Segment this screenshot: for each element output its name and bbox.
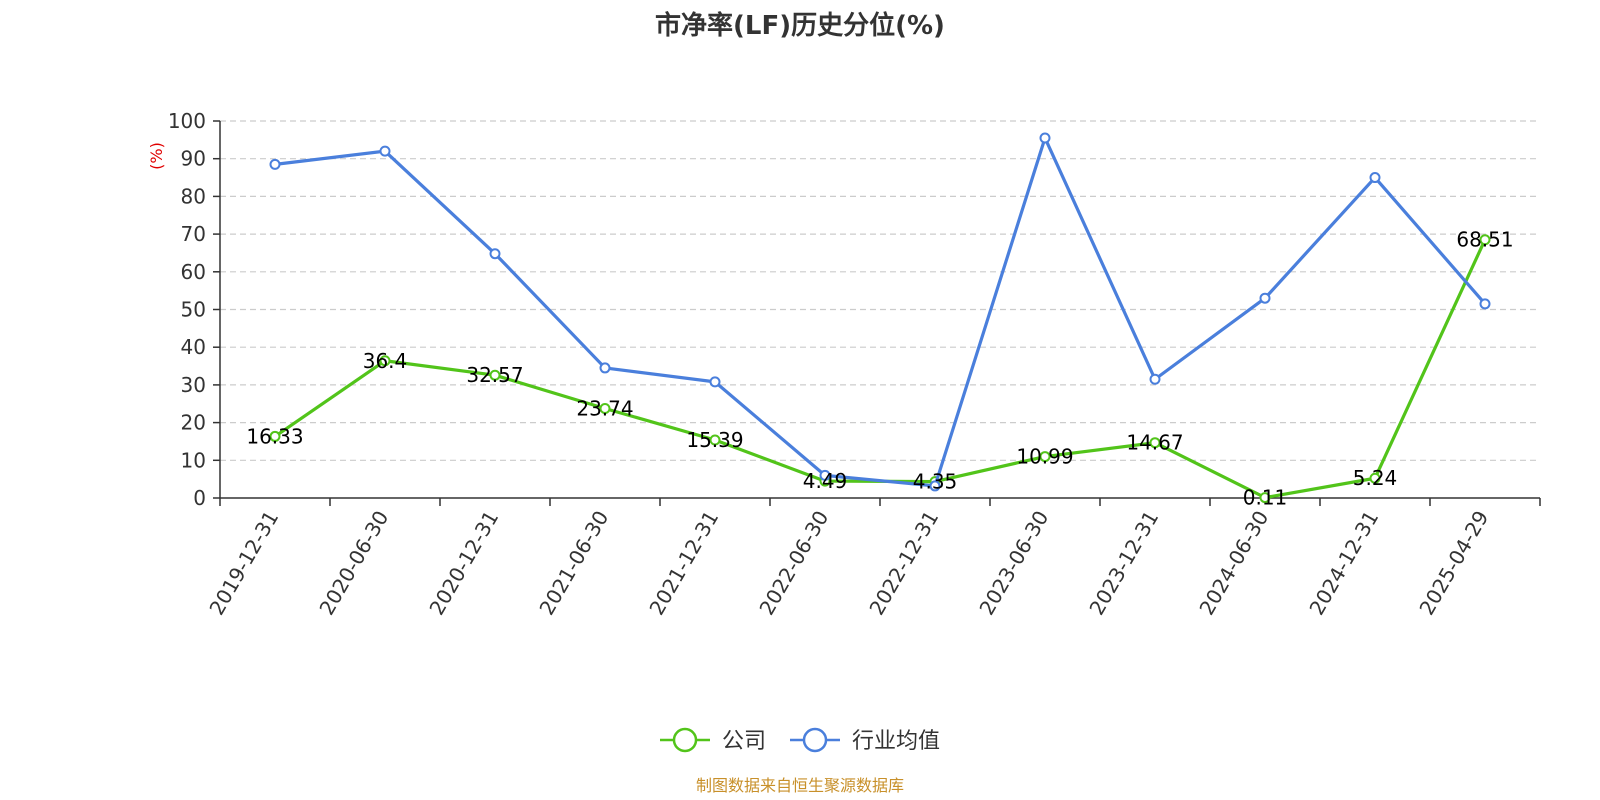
data-point <box>709 376 721 388</box>
x-tick-label: 2020-06-30 <box>314 507 393 620</box>
y-tick-label: 50 <box>181 298 206 322</box>
data-label: 15.39 <box>686 428 743 452</box>
data-label: 4.35 <box>913 470 958 494</box>
y-tick-label: 20 <box>181 411 206 435</box>
data-point <box>1259 492 1271 504</box>
data-label: 23.74 <box>576 397 633 421</box>
data-point <box>269 158 281 170</box>
data-label: 14.67 <box>1126 431 1183 455</box>
x-tick-label: 2024-12-31 <box>1304 507 1383 620</box>
legend-item-label: 行业均值 <box>852 729 940 754</box>
y-axis-ticks: 0 10 20 30 40 50 60 70 80 90 100 <box>168 109 220 510</box>
x-tick-label: 2023-06-30 <box>974 507 1053 620</box>
data-label: 16.33 <box>246 424 303 448</box>
data-label: 10.99 <box>1016 445 1073 469</box>
y-tick-label: 100 <box>168 109 206 133</box>
series-line-1 <box>274 136 1487 488</box>
data-point <box>1039 132 1051 144</box>
data-point <box>1369 172 1381 184</box>
data-labels: 16.33 36.4 32.57 23.74 15.39 4.49 4.35 10.99 14.… <box>246 228 1513 510</box>
data-point <box>709 434 721 446</box>
data-label: 68.51 <box>1456 228 1513 252</box>
x-tick-label: 2022-06-30 <box>754 507 833 620</box>
legend: 公司 行业均值 <box>660 727 940 754</box>
y-tick-label: 10 <box>181 448 206 472</box>
x-tick-label: 2022-12-31 <box>864 507 943 620</box>
x-tick-label: 2020-12-31 <box>424 507 503 620</box>
x-axis-ticks: 2019-12-31 2020-06-30 2020-12-31 2021-06-30… <box>204 498 1541 620</box>
chart-title: 市净率(LF)历史分位(%) <box>655 10 945 41</box>
x-tick-label: 2019-12-31 <box>204 507 283 620</box>
data-label: 36.4 <box>363 349 408 373</box>
x-tick-label: 2024-06-30 <box>1194 507 1273 620</box>
x-tick-label: 2023-12-31 <box>1084 507 1163 620</box>
data-label: 32.57 <box>466 363 523 387</box>
data-point <box>929 480 941 492</box>
y-tick-label: 90 <box>181 147 206 171</box>
data-point <box>599 403 611 415</box>
y-tick-label: 80 <box>181 184 206 208</box>
legend-marker-icon <box>672 727 698 753</box>
legend-item-label: 公司 <box>722 729 766 754</box>
data-point <box>379 355 391 367</box>
data-label: 5.24 <box>1353 466 1398 490</box>
data-point <box>819 469 831 481</box>
data-point <box>489 369 501 381</box>
gridlines <box>220 120 1540 461</box>
source-note: 制图数据来自恒生聚源数据库 <box>696 776 904 795</box>
data-point <box>1479 298 1491 310</box>
x-tick-label: 2021-12-31 <box>644 507 723 620</box>
data-point <box>379 145 391 157</box>
data-point <box>1149 373 1161 385</box>
data-point <box>1259 292 1271 304</box>
y-tick-label: 70 <box>181 222 206 246</box>
data-point <box>1369 472 1381 484</box>
legend-marker-icon <box>802 727 828 753</box>
data-point <box>269 430 281 442</box>
data-point <box>1149 437 1161 449</box>
x-tick-label: 2021-06-30 <box>534 507 613 620</box>
data-point <box>489 248 501 260</box>
y-tick-label: 60 <box>181 260 206 284</box>
x-tick-label: 2025-04-29 <box>1414 507 1493 620</box>
y-tick-label: 40 <box>181 335 206 359</box>
data-label: 0.11 <box>1243 486 1288 510</box>
data-label: 4.49 <box>803 469 848 493</box>
series-group <box>269 132 1491 504</box>
series-line-0 <box>274 239 1487 500</box>
data-point <box>599 362 611 374</box>
y-axis-label: (%) <box>147 142 166 170</box>
y-tick-label: 0 <box>193 486 206 510</box>
data-point <box>1039 451 1051 463</box>
y-tick-label: 30 <box>181 373 206 397</box>
data-point <box>1479 234 1491 246</box>
